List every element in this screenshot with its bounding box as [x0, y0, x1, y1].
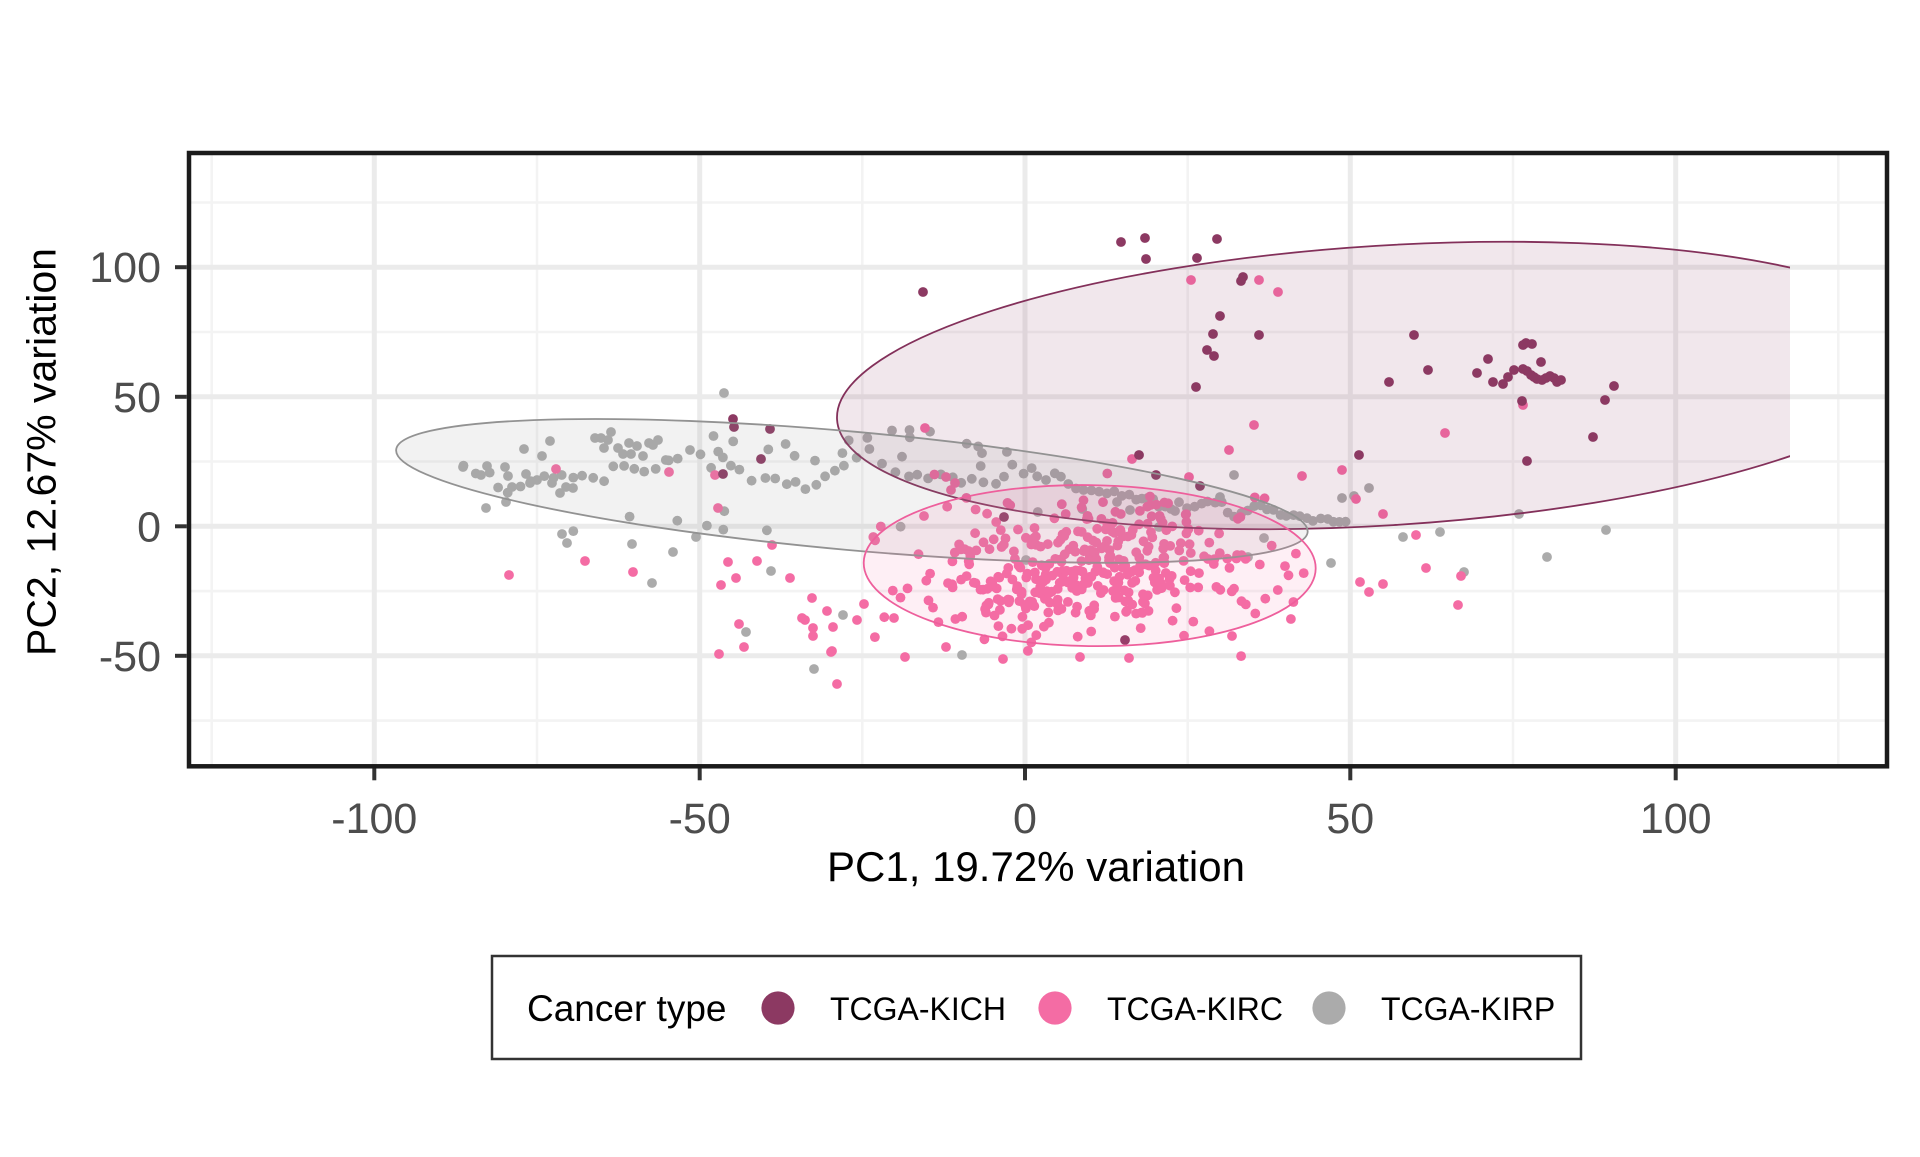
svg-text:TCGA-KIRP: TCGA-KIRP: [1381, 991, 1555, 1027]
svg-text:TCGA-KIRC: TCGA-KIRC: [1107, 991, 1283, 1027]
svg-text:-100: -100: [331, 795, 417, 843]
svg-text:100: 100: [1640, 795, 1712, 843]
svg-text:50: 50: [1326, 795, 1374, 843]
svg-text:0: 0: [137, 503, 161, 551]
svg-text:Cancer type: Cancer type: [527, 988, 727, 1029]
svg-text:-50: -50: [669, 795, 731, 843]
svg-text:50: 50: [113, 374, 161, 422]
svg-text:-50: -50: [99, 633, 161, 681]
svg-text:TCGA-KICH: TCGA-KICH: [830, 991, 1006, 1027]
svg-text:PC2, 12.67% variation: PC2, 12.67% variation: [19, 248, 65, 656]
svg-text:0: 0: [1013, 795, 1037, 843]
svg-text:PC1, 19.72% variation: PC1, 19.72% variation: [827, 843, 1245, 890]
svg-text:100: 100: [89, 244, 161, 292]
